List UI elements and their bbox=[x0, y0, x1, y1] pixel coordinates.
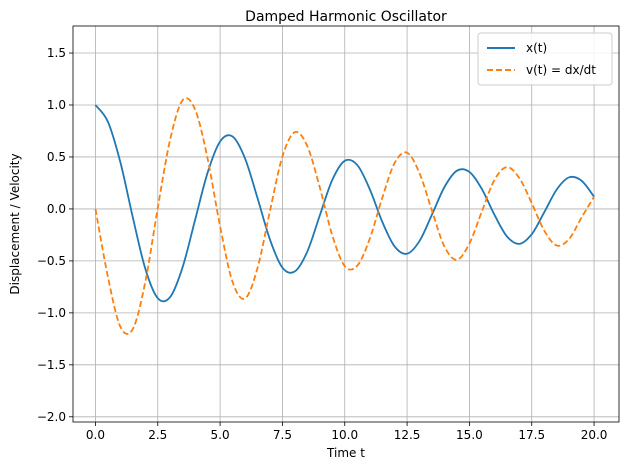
x-tick-label: 15.0 bbox=[456, 428, 483, 442]
grid bbox=[73, 26, 619, 422]
y-tick-label: 0.5 bbox=[47, 150, 66, 164]
y-tick-label: −2.0 bbox=[37, 410, 66, 424]
legend: x(t) v(t) = dx/dt bbox=[477, 32, 613, 86]
x-tick-label: 12.5 bbox=[394, 428, 421, 442]
legend-frame bbox=[477, 32, 613, 86]
y-tick-label: 1.0 bbox=[47, 98, 66, 112]
series-line-v bbox=[94, 97, 595, 335]
x-tick-label: 7.5 bbox=[273, 428, 292, 442]
axes-frame bbox=[72, 25, 620, 423]
x-tick-label: 17.5 bbox=[518, 428, 545, 442]
x-tick-label: 2.5 bbox=[148, 428, 167, 442]
legend-label-v: v(t) = dx/dt bbox=[526, 63, 596, 77]
y-tick-label: 1.5 bbox=[47, 46, 66, 60]
y-axis-ticks: −2.0 −1.5 −1.0 −0.5 0.0 0.5 1.0 1.5 bbox=[37, 46, 73, 424]
x-axis-label: Time t bbox=[326, 446, 365, 460]
x-tick-label: 20.0 bbox=[581, 428, 608, 442]
x-tick-label: 5.0 bbox=[211, 428, 230, 442]
plot-lines bbox=[94, 97, 595, 335]
series-line-x bbox=[94, 104, 595, 303]
x-tick-label: 0.0 bbox=[86, 428, 105, 442]
x-tick-label: 10.0 bbox=[331, 428, 358, 442]
x-axis-ticks: 0.0 2.5 5.0 7.5 10.0 12.5 15.0 17.5 20.0 bbox=[86, 422, 608, 442]
y-tick-label: 0.0 bbox=[47, 202, 66, 216]
y-axis-label: Displacement / Velocity bbox=[8, 153, 22, 294]
y-tick-label: −1.5 bbox=[37, 358, 66, 372]
y-tick-label: −1.0 bbox=[37, 306, 66, 320]
legend-label-x: x(t) bbox=[526, 41, 547, 55]
y-tick-label: −0.5 bbox=[37, 254, 66, 268]
chart-title: Damped Harmonic Oscillator bbox=[245, 9, 447, 25]
